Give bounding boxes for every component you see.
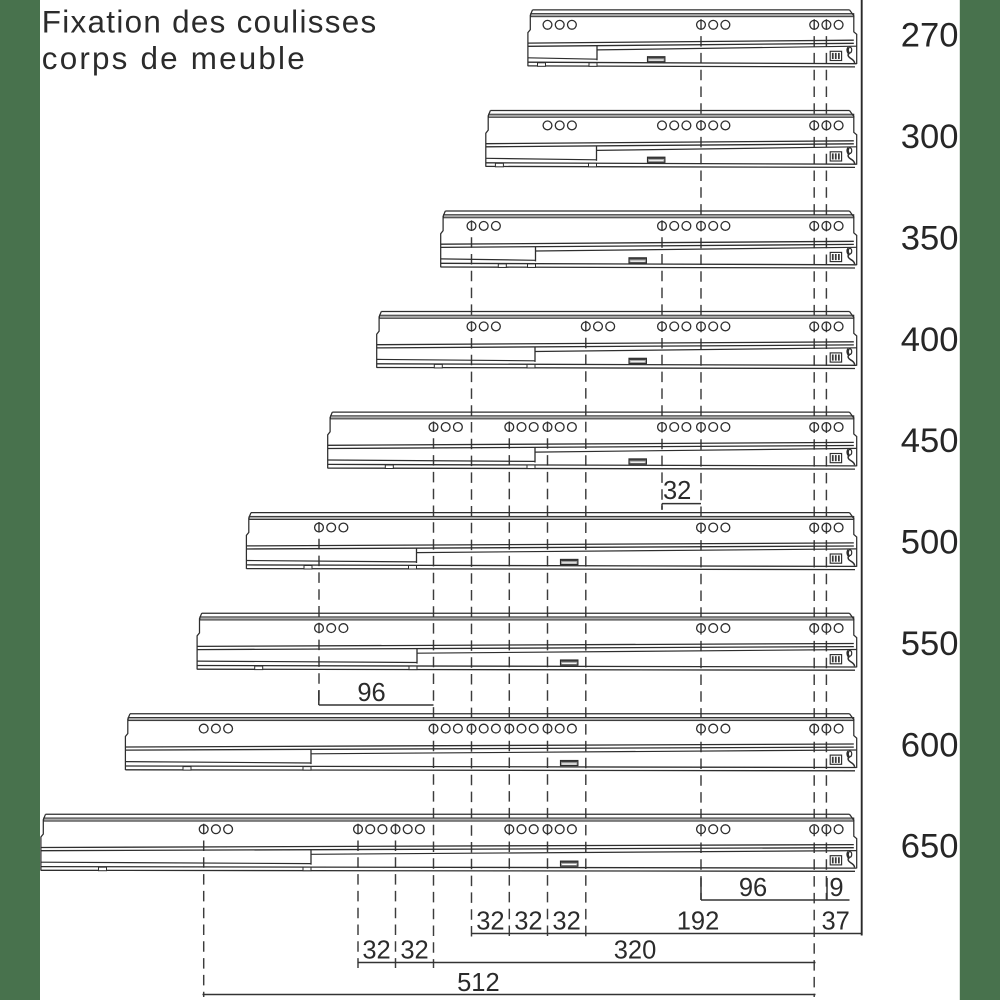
svg-text:9: 9 [829,874,843,902]
svg-text:32: 32 [400,937,428,965]
svg-text:32: 32 [514,907,542,935]
svg-text:32: 32 [362,937,390,965]
svg-text:400: 400 [901,321,959,359]
svg-text:300: 300 [901,118,959,156]
svg-text:270: 270 [901,17,959,55]
svg-text:450: 450 [901,422,959,460]
svg-text:37: 37 [822,907,850,935]
svg-text:192: 192 [677,907,720,935]
svg-text:650: 650 [901,828,959,866]
svg-text:512: 512 [457,969,500,997]
svg-text:96: 96 [357,679,385,707]
svg-text:350: 350 [901,219,959,257]
svg-text:Fixation des coulisses: Fixation des coulisses [42,4,378,39]
svg-text:32: 32 [663,477,691,505]
svg-text:500: 500 [901,524,959,562]
svg-text:96: 96 [739,874,767,902]
svg-text:32: 32 [476,907,504,935]
svg-text:550: 550 [901,625,959,663]
svg-text:corps de meuble: corps de meuble [42,41,307,76]
svg-text:32: 32 [552,907,580,935]
svg-text:600: 600 [901,726,959,764]
svg-text:320: 320 [614,937,657,965]
